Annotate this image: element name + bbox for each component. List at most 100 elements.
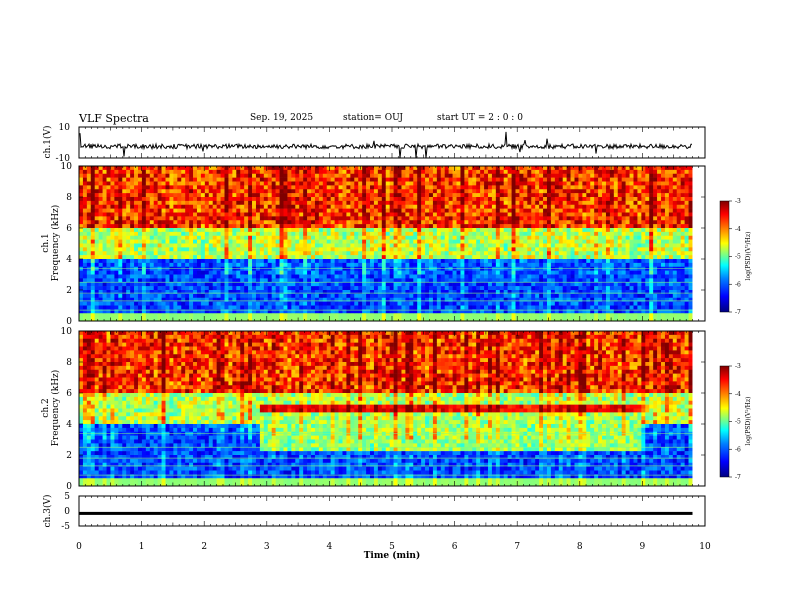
spectrogram-cell [94, 216, 99, 221]
spectrogram-cell [102, 247, 107, 252]
spectrogram-cell [546, 216, 552, 221]
spectrogram-cell [181, 293, 186, 299]
spectrogram-cell [153, 197, 158, 202]
spectrogram-cell [472, 169, 477, 175]
spectrogram-cell [342, 278, 347, 283]
spectrogram-cell [314, 181, 320, 186]
spectrogram-cell [452, 293, 457, 299]
spectrogram-cell [169, 290, 174, 295]
spectrogram-cell [421, 197, 426, 202]
spectrogram-cell [401, 216, 406, 221]
spectrogram-cell [271, 193, 276, 198]
spectrogram-cell [212, 286, 217, 291]
spectrogram-cell [499, 297, 505, 302]
spectrogram-cell [193, 274, 198, 279]
spectrogram-cell [232, 185, 237, 190]
spectrogram-cell [102, 262, 107, 268]
spectrogram-cell [271, 317, 276, 322]
spectrogram-cell [476, 286, 481, 291]
spectrogram-cell [495, 266, 501, 271]
spectrogram-cell [326, 173, 331, 178]
spectrogram-cell [511, 274, 516, 279]
spectrogram-cell [326, 255, 331, 260]
spectrogram-cell [543, 293, 548, 299]
spectrogram-cell [358, 239, 363, 244]
spectrogram-cell [393, 166, 398, 171]
spectrogram-cell [252, 255, 257, 260]
spectrogram-cell [149, 259, 155, 264]
spectrogram-cell [318, 247, 324, 252]
spectrogram-cell [244, 286, 249, 291]
spectrogram-cell [86, 224, 92, 229]
spectrogram-cell [362, 189, 367, 194]
spectrogram-cell [102, 169, 107, 175]
spectrogram-cell [428, 208, 434, 213]
spectrogram-cell [444, 173, 449, 178]
spectrogram-cell [484, 251, 489, 256]
spectrogram-cell [523, 247, 528, 252]
spectrogram-cell [535, 243, 540, 248]
spectrogram-cell [464, 305, 469, 310]
spectrogram-cell [118, 274, 123, 279]
spectrogram-cell [130, 290, 135, 295]
spectrogram-cell [484, 185, 489, 190]
spectrogram-cell [318, 297, 324, 302]
spectrogram-cell [161, 181, 166, 186]
spectrogram-cell [543, 166, 548, 171]
spectrogram-cell [153, 193, 158, 198]
spectrogram-cell [240, 189, 245, 194]
spectrogram-cell [240, 220, 245, 225]
spectrogram-cell [535, 262, 540, 268]
spectrogram-cell [189, 293, 194, 299]
spectrogram-cell [472, 204, 477, 209]
spectrogram-cell [543, 262, 548, 268]
spectrogram-cell [511, 313, 516, 318]
spectrogram-cell [401, 247, 406, 252]
spectrogram-cell [409, 173, 414, 178]
spectrogram-cell [480, 166, 485, 171]
spectrogram-cell [173, 270, 178, 275]
spectrogram-cell [110, 297, 115, 302]
spectrogram-cell [208, 293, 214, 299]
spectrogram-cell [157, 193, 162, 198]
spectrogram-cell [82, 243, 88, 248]
spectrogram-cell [295, 220, 300, 225]
spectrogram-cell [216, 251, 221, 256]
spectrogram-cell [503, 290, 508, 295]
spectrogram-cell [432, 173, 438, 178]
spectrogram-cell [484, 231, 489, 237]
spectrogram-cell [228, 274, 233, 279]
spectrogram-cell [409, 166, 414, 171]
spectrogram-cell [342, 305, 347, 310]
spectrogram-cell [94, 290, 99, 295]
spectrogram-cell [295, 208, 300, 213]
spectrogram-cell [90, 270, 96, 275]
spectrogram-cell [240, 169, 245, 175]
spectrogram-cell [165, 239, 170, 244]
spectrogram-cell [130, 297, 135, 302]
spectrogram-cell [440, 208, 446, 213]
spectrogram-cell [507, 243, 512, 248]
spectrogram-cell [102, 259, 107, 264]
spectrogram-cell [287, 169, 292, 175]
spectrogram-cell [417, 301, 422, 306]
spectrogram-cell [346, 317, 351, 322]
spectrogram-cell [98, 251, 103, 256]
spectrogram-cell [279, 262, 284, 268]
spectrogram-cell [401, 243, 406, 248]
spectrogram-cell [511, 305, 516, 310]
spectrogram-cell [153, 181, 158, 186]
spectrogram-cell [185, 278, 190, 283]
spectrogram-cell [326, 297, 331, 302]
spectrogram-cell [114, 181, 119, 186]
spectrogram-cell [350, 282, 355, 287]
spectrogram-cell [464, 166, 469, 171]
spectrogram-cell [511, 286, 516, 291]
spectrogram-cell [393, 197, 398, 202]
spectrogram-cell [212, 185, 217, 190]
spectrogram-cell [311, 305, 316, 310]
spectrogram-cell [200, 282, 206, 287]
spectrogram-cell [511, 270, 516, 275]
spectrogram-cell [515, 317, 520, 322]
spectrogram-cell [208, 266, 214, 271]
